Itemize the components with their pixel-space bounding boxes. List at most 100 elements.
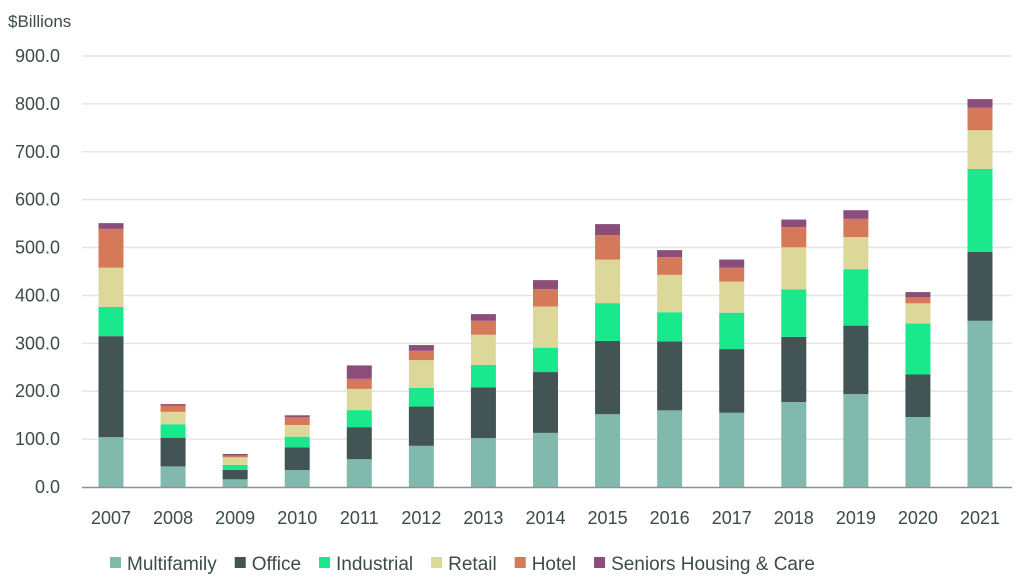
legend-label: Seniors Housing & Care [611, 554, 815, 575]
bar-segment-hotel [967, 107, 993, 131]
bar-segment-multifamily [160, 466, 186, 487]
bar-segment-retail [533, 306, 558, 348]
bar-segment-seniors-housing-care [98, 223, 124, 229]
y-tick-label: 900.0 [15, 46, 60, 66]
legend-item: Office [234, 554, 301, 575]
bar-stack-2011 [346, 365, 372, 487]
bar-segment-hotel [595, 235, 621, 260]
legend-swatch [110, 557, 121, 568]
bar-segment-multifamily [98, 437, 124, 487]
bar-segment-seniors-housing-care [284, 415, 310, 418]
y-tick-label: 400.0 [15, 285, 60, 305]
bar-segment-hotel [905, 297, 931, 304]
bar-segment-industrial [408, 387, 434, 407]
bar-segment-seniors-housing-care [533, 280, 558, 290]
bar-segment-multifamily [595, 414, 621, 487]
bar-segment-multifamily [967, 320, 993, 487]
bar-segment-office [408, 406, 434, 446]
bar-stack-2018 [781, 219, 807, 487]
bar-segment-office [843, 325, 869, 395]
bar-segment-multifamily [657, 410, 683, 487]
bar-segment-seniors-housing-care [843, 210, 869, 219]
legend-swatch [319, 557, 331, 568]
bar-segment-multifamily [533, 432, 558, 487]
bar-segment-retail [470, 334, 496, 365]
bar-segment-multifamily [470, 438, 496, 487]
bar-segment-retail [408, 360, 434, 388]
bar-segment-office [781, 336, 807, 402]
bar-stack-2010 [284, 415, 310, 487]
bar-segment-industrial [470, 364, 496, 388]
bar-segment-industrial [595, 303, 621, 341]
bar-stack-2007 [98, 223, 124, 487]
legend-swatch [234, 557, 246, 568]
bar-segment-office [657, 341, 683, 411]
bar-segment-seniors-housing-care [967, 99, 993, 108]
bar-segment-retail [781, 247, 807, 290]
bar-segment-office [719, 349, 745, 413]
bar-segment-industrial [533, 347, 558, 373]
bar-segment-hotel [222, 455, 248, 458]
x-tick-label: 2009 [215, 508, 255, 528]
x-tick-label: 2016 [650, 508, 690, 528]
x-tick-label: 2020 [898, 508, 938, 528]
x-tick-label: 2018 [774, 508, 814, 528]
bar-stack-2019 [843, 210, 869, 487]
bar-segment-industrial [843, 269, 869, 326]
legend-item: Seniors Housing & Care [594, 554, 815, 575]
bar-segment-retail [98, 267, 124, 307]
bar-segment-retail [967, 130, 993, 170]
bar-segment-hotel [781, 227, 807, 248]
bar-segment-hotel [657, 257, 683, 275]
bar-stack-2008 [160, 404, 186, 487]
bar-segment-hotel [98, 228, 124, 268]
legend-swatch [431, 557, 443, 568]
bar-segment-office [98, 336, 124, 438]
legend-item: Retail [431, 554, 497, 575]
bar-stack-2020 [905, 292, 931, 487]
bar-segment-hotel [533, 289, 558, 307]
legend: Multifamily Office Industrial Retail Hotel Se… [110, 554, 815, 575]
bar-segment-seniors-housing-care [657, 250, 683, 258]
x-tick-label: 2008 [153, 508, 193, 528]
bar-segment-hotel [346, 378, 372, 389]
bar-segment-office [967, 251, 993, 321]
bar-segment-office [905, 374, 931, 418]
bar-segment-retail [843, 237, 869, 270]
bar-segment-industrial [781, 289, 807, 337]
y-tick-label: 700.0 [15, 142, 60, 162]
bar-segment-seniors-housing-care [160, 404, 186, 406]
bar-segment-retail [719, 281, 745, 313]
legend-label: Multifamily [127, 554, 217, 575]
legend-label: Industrial [336, 554, 413, 575]
bar-segment-industrial [284, 436, 310, 448]
bar-stack-2014 [533, 280, 558, 487]
y-tick-label: 800.0 [15, 94, 60, 114]
bar-segment-industrial [905, 323, 931, 375]
bar-segment-office [346, 427, 372, 460]
bar-segment-multifamily [346, 459, 372, 487]
legend-swatch [594, 557, 606, 568]
bar-segment-multifamily [408, 445, 434, 487]
bar-segment-industrial [967, 169, 993, 252]
bar-segment-retail [222, 457, 248, 465]
bar-stack-2013 [470, 314, 496, 487]
bar-segment-office [533, 372, 558, 433]
bar-segment-retail [284, 424, 310, 437]
bar-segment-seniors-housing-care [470, 314, 496, 321]
bar-segment-retail [595, 259, 621, 304]
bar-segment-hotel [719, 267, 745, 282]
x-tick-label: 2015 [588, 508, 628, 528]
y-axis-label: $Billions [8, 12, 71, 31]
bar-segment-hotel [408, 350, 434, 361]
y-tick-label: 500.0 [15, 238, 60, 258]
y-tick-label: 200.0 [15, 381, 60, 401]
bar-segment-seniors-housing-care [346, 365, 372, 379]
y-tick-label: 300.0 [15, 333, 60, 353]
bar-segment-seniors-housing-care [222, 454, 248, 456]
y-tick-label: 100.0 [15, 429, 60, 449]
bar-segment-multifamily [905, 417, 931, 487]
x-tick-label: 2017 [712, 508, 752, 528]
x-tick-label: 2010 [277, 508, 317, 528]
